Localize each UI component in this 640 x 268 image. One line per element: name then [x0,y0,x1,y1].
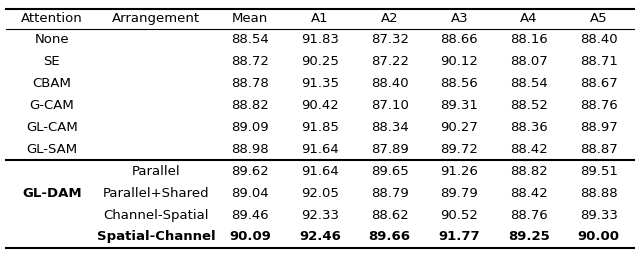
Text: 92.05: 92.05 [301,187,339,200]
Text: Mean: Mean [232,13,268,25]
Text: GL-DAM: GL-DAM [22,187,81,200]
Text: 89.65: 89.65 [371,165,408,178]
Text: 88.42: 88.42 [510,187,548,200]
Text: A5: A5 [590,13,607,25]
Text: 90.52: 90.52 [440,209,478,222]
Text: 91.64: 91.64 [301,143,339,156]
Text: 88.97: 88.97 [580,121,618,134]
Text: G-CAM: G-CAM [29,99,74,112]
Text: 92.33: 92.33 [301,209,339,222]
Text: 89.66: 89.66 [369,230,411,243]
Text: 88.88: 88.88 [580,187,618,200]
Text: 88.52: 88.52 [510,99,548,112]
Text: 90.12: 90.12 [440,55,478,68]
Text: 92.46: 92.46 [299,230,341,243]
Text: 88.87: 88.87 [580,143,618,156]
Text: Channel-Spatial: Channel-Spatial [104,209,209,222]
Text: 89.25: 89.25 [508,230,550,243]
Text: 88.34: 88.34 [371,121,408,134]
Text: A2: A2 [381,13,399,25]
Text: 89.04: 89.04 [232,187,269,200]
Text: Arrangement: Arrangement [112,13,200,25]
Text: 88.76: 88.76 [580,99,618,112]
Text: 90.00: 90.00 [578,230,620,243]
Text: 88.82: 88.82 [232,99,269,112]
Text: 89.79: 89.79 [440,187,478,200]
Text: A1: A1 [311,13,329,25]
Text: 91.77: 91.77 [438,230,480,243]
Text: 88.67: 88.67 [580,77,618,90]
Text: 88.40: 88.40 [371,77,408,90]
Text: 89.62: 89.62 [232,165,269,178]
Text: 89.51: 89.51 [580,165,618,178]
Text: 89.72: 89.72 [440,143,478,156]
Text: 88.78: 88.78 [232,77,269,90]
Text: 91.85: 91.85 [301,121,339,134]
Text: 88.54: 88.54 [510,77,548,90]
Text: A4: A4 [520,13,538,25]
Text: 90.09: 90.09 [229,230,271,243]
Text: CBAM: CBAM [32,77,71,90]
Text: 88.42: 88.42 [510,143,548,156]
Text: 90.25: 90.25 [301,55,339,68]
Text: 91.83: 91.83 [301,33,339,46]
Text: None: None [35,33,69,46]
Text: Parallel: Parallel [132,165,180,178]
Text: A3: A3 [451,13,468,25]
Text: 88.40: 88.40 [580,33,618,46]
Text: 88.16: 88.16 [510,33,548,46]
Text: 91.35: 91.35 [301,77,339,90]
Text: 87.22: 87.22 [371,55,409,68]
Text: GL-SAM: GL-SAM [26,143,77,156]
Text: 91.26: 91.26 [440,165,478,178]
Text: GL-CAM: GL-CAM [26,121,77,134]
Text: Spatial-Channel: Spatial-Channel [97,230,216,243]
Text: 88.62: 88.62 [371,209,408,222]
Text: Attention: Attention [21,13,83,25]
Text: 91.64: 91.64 [301,165,339,178]
Text: 90.42: 90.42 [301,99,339,112]
Text: 88.76: 88.76 [510,209,548,222]
Text: 87.89: 87.89 [371,143,408,156]
Text: 88.07: 88.07 [510,55,548,68]
Text: 89.09: 89.09 [232,121,269,134]
Text: 88.79: 88.79 [371,187,408,200]
Text: 90.27: 90.27 [440,121,478,134]
Text: 88.36: 88.36 [510,121,548,134]
Text: SE: SE [44,55,60,68]
Text: 88.82: 88.82 [510,165,548,178]
Text: Parallel+Shared: Parallel+Shared [103,187,209,200]
Text: 89.33: 89.33 [580,209,618,222]
Text: 88.98: 88.98 [232,143,269,156]
Text: 88.56: 88.56 [440,77,478,90]
Text: 89.46: 89.46 [232,209,269,222]
Text: 89.31: 89.31 [440,99,478,112]
Text: 88.54: 88.54 [232,33,269,46]
Text: 88.72: 88.72 [232,55,269,68]
Text: 88.66: 88.66 [440,33,478,46]
Text: 87.32: 87.32 [371,33,409,46]
Text: 88.71: 88.71 [580,55,618,68]
Text: 87.10: 87.10 [371,99,408,112]
